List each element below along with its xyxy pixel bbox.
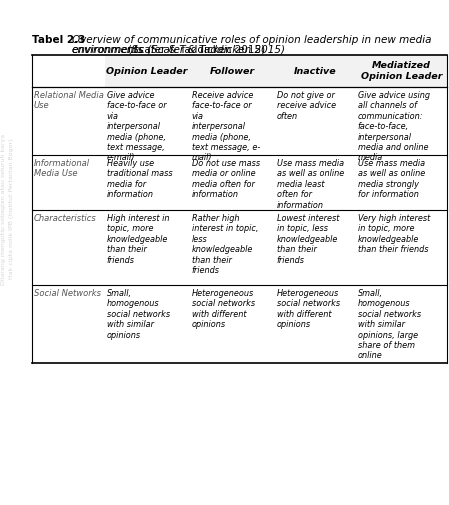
Text: High interest in
topic, more
knowledgeable
than their
friends: High interest in topic, more knowledgeab… (106, 214, 169, 265)
Text: Tabel 2.3: Tabel 2.3 (32, 35, 92, 45)
Text: Very high interest
in topic, more
knowledgeable
than their friends: Very high interest in topic, more knowle… (358, 214, 430, 254)
Text: Heavily use
traditional mass
media for
information: Heavily use traditional mass media for i… (106, 159, 172, 199)
Text: Follower: Follower (210, 67, 255, 76)
Text: Lowest interest
in topic, less
knowledgeable
than their
friends: Lowest interest in topic, less knowledge… (277, 214, 339, 265)
Text: Receive advice
face-to-face or
via
interpersonal
media (phone,
text message, e-
: Receive advice face-to-face or via inter… (192, 91, 260, 163)
Text: Small,
homogenous
social networks
with similar
opinions: Small, homogenous social networks with s… (106, 289, 170, 339)
Text: Overview of communicative roles of opinion leadership in new media: Overview of communicative roles of opini… (72, 35, 431, 45)
Text: Rather high
interest in topic,
less
knowledgeable
than their
friends: Rather high interest in topic, less know… (192, 214, 258, 275)
Text: Do not give or
receive advice
often: Do not give or receive advice often (277, 91, 336, 121)
Text: Mediatized
Opinion Leader: Mediatized Opinion Leader (361, 61, 442, 81)
Text: Heterogeneous
social networks
with different
opinions: Heterogeneous social networks with diffe… (192, 289, 255, 329)
Bar (275, 55, 356, 87)
Text: Inactive: Inactive (294, 67, 337, 76)
Text: Do not use mass
media or online
media often for
information: Do not use mass media or online media of… (192, 159, 260, 199)
Text: Hak cipta milik IPB (Institut Pertanian Bogor): Hak cipta milik IPB (Institut Pertanian … (9, 139, 14, 279)
Text: Give advice
face-to-face or
via
interpersonal
media (phone,
text message,
e-mail: Give advice face-to-face or via interper… (106, 91, 166, 163)
Text: Use mass media
as well as online
media strongly
for information: Use mass media as well as online media s… (358, 159, 425, 199)
Bar (356, 55, 447, 87)
Bar (105, 55, 189, 87)
Text: Use mass media
as well as online
media least
often for
information: Use mass media as well as online media l… (277, 159, 344, 210)
Text: Dilarang mengutip sebagian atau seluruh karya: Dilarang mengutip sebagian atau seluruh … (1, 133, 6, 284)
Text: Give advice using
all channels of
communication:
face-to-face,
interpersonal
med: Give advice using all channels of commun… (358, 91, 430, 163)
Bar (189, 55, 275, 87)
Text: Small,
homogenous
social networks
with similar
opinions, large
share of them
onl: Small, homogenous social networks with s… (358, 289, 421, 361)
Text: Informational
Media Use: Informational Media Use (34, 159, 90, 178)
Text: Characteristics: Characteristics (34, 214, 97, 223)
Text: environments: environments (72, 45, 144, 55)
Text: Relational Media
Use: Relational Media Use (34, 91, 104, 111)
Text: (Scafer & Taddicken 2015): (Scafer & Taddicken 2015) (128, 45, 265, 55)
Text: Social Networks: Social Networks (34, 289, 101, 298)
Text: Heterogeneous
social networks
with different
opinions: Heterogeneous social networks with diffe… (277, 289, 340, 329)
Text: environments (Scafer & Taddicken 2015): environments (Scafer & Taddicken 2015) (72, 45, 285, 55)
Text: Opinion Leader: Opinion Leader (106, 67, 188, 76)
